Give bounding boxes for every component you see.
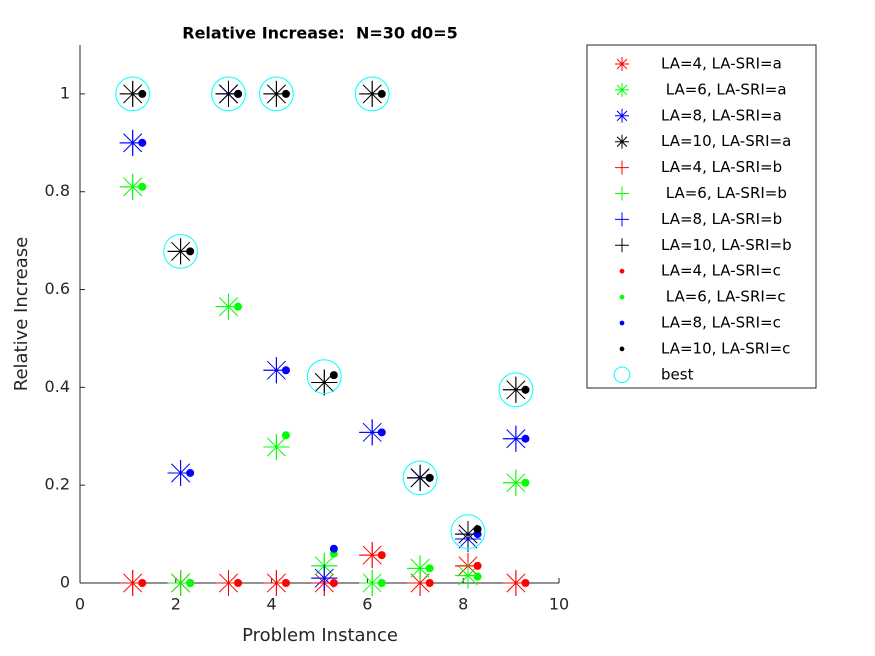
x-tick-label: 2 — [171, 595, 181, 614]
point — [473, 572, 482, 581]
legend-marker — [615, 134, 629, 149]
legend-box — [586, 44, 817, 389]
point — [377, 551, 386, 560]
x-tick-label: 8 — [458, 595, 468, 614]
point — [163, 233, 198, 269]
point — [425, 578, 434, 588]
point — [138, 89, 147, 98]
legend-label: LA=10, LA-SRI=c — [661, 339, 790, 357]
legend-marker — [615, 57, 629, 71]
point — [521, 434, 530, 443]
legend-label: LA=4, LA-SRI=a — [661, 55, 782, 73]
legend-label: LA=8, LA-SRI=c — [661, 314, 781, 332]
legend-marker — [613, 366, 631, 384]
point — [521, 478, 530, 487]
point — [377, 428, 386, 437]
legend-label: LA=8, LA-SRI=b — [661, 210, 782, 228]
point — [263, 434, 290, 461]
point — [450, 514, 486, 550]
chart-title: Relative Increase: N=30 d0=5 — [182, 24, 457, 43]
legend-label: LA=4, LA-SRI=b — [661, 158, 782, 176]
point — [186, 247, 195, 256]
point — [306, 359, 342, 395]
y-tick-label: 0.4 — [45, 377, 70, 396]
point — [186, 578, 195, 588]
point — [377, 89, 386, 98]
legend-label: LA=6, LA-SRI=c — [661, 288, 786, 306]
point — [138, 138, 147, 147]
point — [311, 369, 338, 396]
x-axis-label: Problem Instance — [242, 625, 398, 646]
legend-label: LA=6, LA-SRI=b — [661, 184, 787, 202]
point — [281, 366, 290, 375]
point — [234, 302, 243, 311]
point — [138, 578, 147, 588]
legend-label: best — [661, 365, 694, 383]
point — [473, 525, 482, 534]
legend-marker — [615, 108, 629, 123]
y-tick-label: 0.6 — [45, 279, 70, 298]
legend-marker — [615, 212, 629, 227]
point — [329, 544, 338, 553]
point — [281, 578, 290, 588]
legend-marker — [619, 294, 625, 300]
legend-label: LA=6, LA-SRI=a — [661, 80, 787, 98]
point — [115, 76, 151, 112]
point — [473, 561, 482, 570]
y-tick-label: 0.2 — [45, 475, 70, 494]
legend-marker — [615, 82, 629, 97]
point — [402, 460, 438, 496]
point — [234, 89, 243, 98]
point — [329, 371, 338, 380]
x-tick-label: 10 — [549, 595, 569, 614]
legend-label: LA=10, LA-SRI=b — [661, 236, 792, 254]
point — [425, 473, 434, 482]
y-tick-label: 0.8 — [45, 181, 70, 200]
point — [281, 431, 290, 440]
legend-marker — [619, 320, 625, 326]
point — [211, 76, 246, 112]
legend-marker — [615, 186, 629, 201]
point — [377, 578, 386, 588]
point — [138, 182, 147, 191]
point — [234, 578, 243, 588]
point — [281, 89, 290, 98]
point — [521, 578, 530, 588]
point — [186, 468, 195, 477]
point — [329, 578, 338, 588]
point — [258, 76, 294, 112]
legend-marker — [615, 160, 629, 175]
legend-label: LA=8, LA-SRI=a — [661, 106, 782, 124]
x-tick-label: 4 — [267, 595, 277, 614]
legend-marker — [615, 238, 629, 253]
y-tick-label: 0 — [60, 573, 70, 592]
y-axis-label: Relative Increase — [11, 237, 32, 392]
x-tick-label: 6 — [362, 595, 372, 614]
point — [521, 385, 530, 394]
point — [354, 76, 390, 112]
legend-label: LA=4, LA-SRI=c — [661, 262, 781, 280]
legend-marker — [619, 346, 625, 352]
legend-marker — [619, 268, 625, 274]
x-tick-label: 0 — [75, 595, 85, 614]
y-tick-label: 1 — [60, 83, 70, 102]
point — [425, 564, 434, 573]
point — [498, 372, 534, 408]
legend-label: LA=10, LA-SRI=a — [661, 132, 791, 150]
point — [311, 565, 338, 592]
